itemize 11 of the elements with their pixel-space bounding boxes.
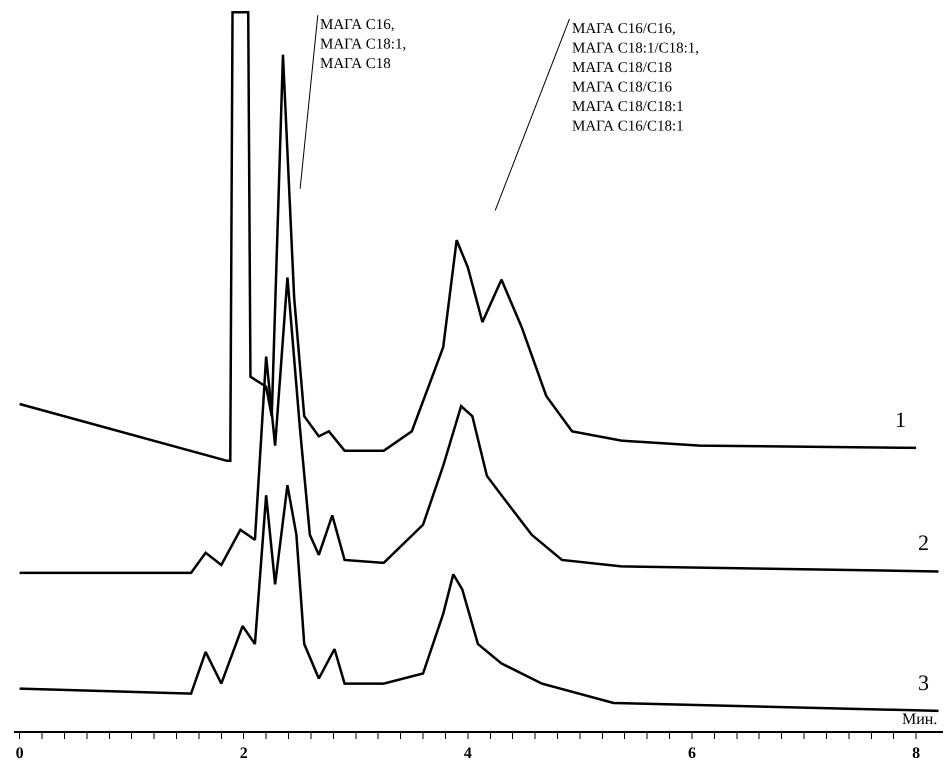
x-tick-label: 8 bbox=[912, 745, 920, 762]
x-tick-label: 2 bbox=[240, 745, 248, 762]
x-tick-label: 6 bbox=[688, 745, 696, 762]
annotation: МАГА С16, МАГА С18:1, МАГА С18 bbox=[320, 17, 406, 72]
x-tick-label: 0 bbox=[16, 745, 24, 762]
series-label: 2 bbox=[918, 530, 929, 555]
x-axis-title: Мин. bbox=[902, 711, 938, 728]
series-label: 1 bbox=[895, 407, 906, 432]
annotation: МАГА С16/С16, МАГА С18:1/С18:1, МАГА С18/С18 МАГА С18/С16 МАГА С18/С18:1 МАГА С16/С18:1 bbox=[572, 21, 700, 134]
series-label: 3 bbox=[918, 670, 929, 695]
x-tick-label: 4 bbox=[464, 745, 472, 762]
